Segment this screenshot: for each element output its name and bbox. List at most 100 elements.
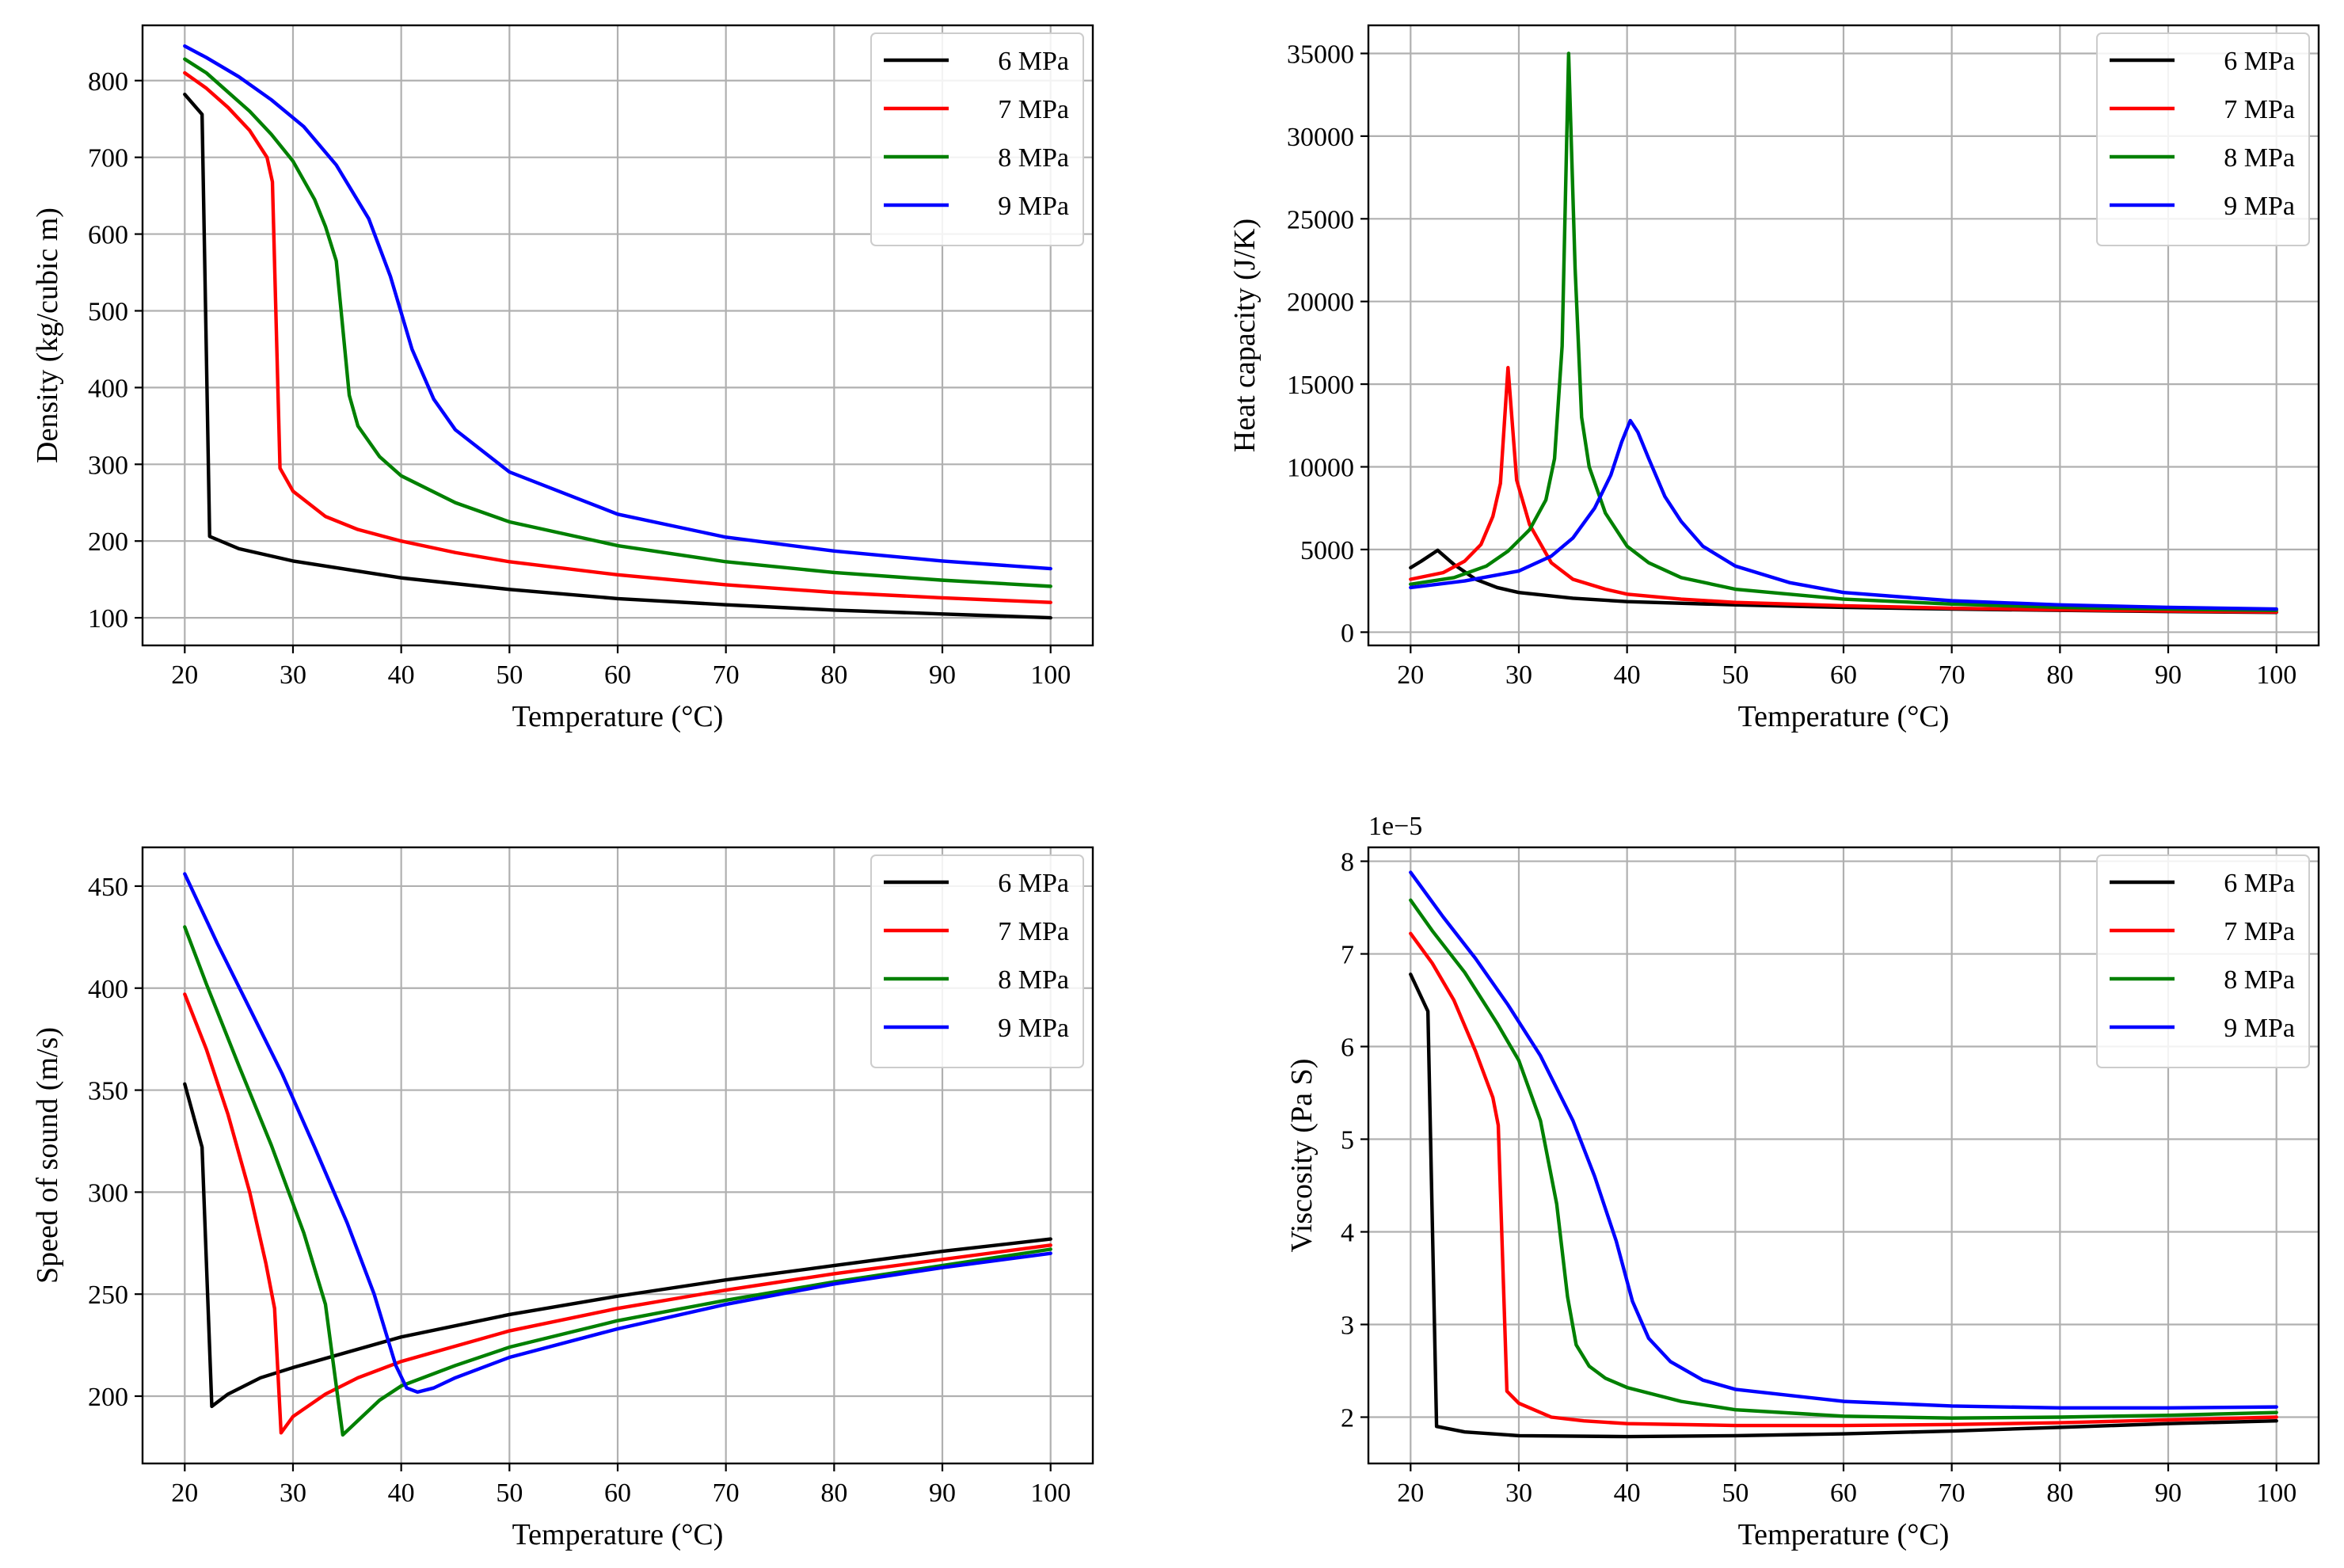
series-line-9-mpa bbox=[1409, 418, 2278, 611]
legend-label: 6 MPa bbox=[998, 869, 1069, 898]
y-tick-label: 600 bbox=[88, 221, 128, 250]
y-tick-label: 35000 bbox=[1287, 40, 1354, 69]
series-line-8-mpa bbox=[1409, 51, 2278, 612]
y-tick-label: 350 bbox=[88, 1077, 128, 1106]
legend: 6 MPa 7 MPa 8 MPa 9 MPa bbox=[2096, 854, 2310, 1068]
y-tick-label: 4 bbox=[1341, 1219, 1354, 1248]
y-tick-label: 5000 bbox=[1300, 536, 1354, 565]
y-axis-label: Density (kg/cubic m) bbox=[31, 207, 64, 463]
x-tick-label: 70 bbox=[1939, 660, 1965, 690]
x-tick-label: 50 bbox=[1722, 1479, 1748, 1508]
y-tick-label: 6 bbox=[1341, 1033, 1354, 1063]
x-tick-label: 50 bbox=[496, 1479, 523, 1508]
y-axis: 2 3 4 5 6 7 8 bbox=[1341, 848, 1368, 1433]
legend-box bbox=[2096, 854, 2310, 1068]
x-tick-label: 60 bbox=[1830, 1479, 1857, 1508]
series-group bbox=[1409, 51, 2278, 615]
x-tick-label: 70 bbox=[713, 1479, 740, 1508]
grid-lines bbox=[143, 25, 1093, 645]
y-tick-label: 250 bbox=[88, 1281, 128, 1310]
y-axis-label: Heat capacity (J/K) bbox=[1228, 219, 1261, 452]
series-line-6-mpa bbox=[1409, 972, 2278, 1439]
y-tick-label: 10000 bbox=[1287, 453, 1354, 482]
x-tick-label: 30 bbox=[280, 1479, 306, 1508]
y-tick-label: 25000 bbox=[1287, 205, 1354, 234]
y-tick-label: 700 bbox=[88, 144, 128, 173]
x-tick-label: 100 bbox=[1030, 660, 1071, 690]
x-tick-label: 50 bbox=[496, 660, 523, 690]
legend-label: 6 MPa bbox=[998, 47, 1069, 76]
chart-panel-speed-of-sound: 20 30 40 50 60 70 80 90 100 Temperature (°C) 200 25… bbox=[31, 846, 1094, 1551]
x-axis-label: Temperature (°C) bbox=[1738, 1518, 1950, 1551]
series-line-7-mpa bbox=[1409, 366, 2278, 615]
y-tick-label: 2 bbox=[1341, 1404, 1354, 1433]
series-line-7-mpa bbox=[183, 992, 1052, 1435]
x-axis: 20 30 40 50 60 70 80 90 100 bbox=[171, 645, 1071, 690]
y-tick-label: 500 bbox=[88, 297, 128, 326]
y-axis-label: Viscosity (Pa S) bbox=[1285, 1059, 1318, 1253]
x-tick-label: 90 bbox=[2155, 1479, 2182, 1508]
x-tick-label: 80 bbox=[2046, 660, 2073, 690]
x-tick-label: 70 bbox=[1939, 1479, 1965, 1508]
legend-label: 7 MPa bbox=[2224, 95, 2295, 124]
y-tick-label: 20000 bbox=[1287, 288, 1354, 318]
legend-label: 7 MPa bbox=[998, 95, 1069, 124]
x-tick-label: 20 bbox=[171, 660, 198, 690]
x-axis-label: Temperature (°C) bbox=[1738, 700, 1950, 733]
x-axis: 20 30 40 50 60 70 80 90 100 bbox=[1397, 1463, 2296, 1508]
x-tick-label: 30 bbox=[1505, 1479, 1532, 1508]
x-tick-label: 20 bbox=[1397, 660, 1424, 690]
y-axis: 100 200 300 400 500 600 700 800 bbox=[88, 67, 143, 634]
y-tick-label: 0 bbox=[1341, 618, 1354, 648]
chart-panel-viscosity: 20 30 40 50 60 70 80 90 100 Temperature (°C) 2 3 4 5 6… bbox=[1285, 812, 2320, 1551]
series-line-8-mpa bbox=[183, 57, 1052, 588]
x-tick-label: 70 bbox=[713, 660, 740, 690]
legend-label: 8 MPa bbox=[998, 143, 1069, 173]
legend-label: 8 MPa bbox=[998, 965, 1069, 995]
x-tick-label: 40 bbox=[1614, 660, 1641, 690]
x-tick-label: 40 bbox=[388, 1479, 415, 1508]
y-axis: 0 5000 10000 15000 20000 25000 30000 35000 bbox=[1287, 40, 1368, 648]
x-tick-label: 40 bbox=[388, 660, 415, 690]
x-axis-label: Temperature (°C) bbox=[512, 1518, 724, 1551]
x-tick-label: 60 bbox=[604, 660, 631, 690]
legend-label: 8 MPa bbox=[2224, 965, 2295, 995]
x-tick-label: 20 bbox=[171, 1479, 198, 1508]
legend: 6 MPa 7 MPa 8 MPa 9 MPa bbox=[2096, 32, 2310, 246]
legend-box bbox=[870, 854, 1084, 1068]
x-tick-label: 90 bbox=[929, 1479, 956, 1508]
legend-label: 9 MPa bbox=[2224, 1014, 2295, 1043]
legend-label: 6 MPa bbox=[2224, 869, 2295, 898]
x-axis: 20 30 40 50 60 70 80 90 100 bbox=[171, 1463, 1071, 1508]
y-tick-label: 800 bbox=[88, 67, 128, 97]
y-tick-label: 7 bbox=[1341, 941, 1354, 970]
x-tick-label: 100 bbox=[2256, 1479, 2296, 1508]
y-tick-label: 450 bbox=[88, 873, 128, 902]
legend-label: 8 MPa bbox=[2224, 143, 2295, 173]
y-offset-label: 1e−5 bbox=[1368, 812, 1422, 841]
y-tick-label: 200 bbox=[88, 527, 128, 557]
x-axis: 20 30 40 50 60 70 80 90 100 bbox=[1397, 645, 2296, 690]
y-axis: 200 250 300 350 400 450 bbox=[88, 873, 143, 1412]
y-tick-label: 300 bbox=[88, 451, 128, 480]
y-tick-label: 400 bbox=[88, 374, 128, 403]
y-tick-label: 3 bbox=[1341, 1311, 1354, 1341]
y-tick-label: 30000 bbox=[1287, 123, 1354, 152]
x-tick-label: 100 bbox=[2256, 660, 2296, 690]
series-line-7-mpa bbox=[183, 70, 1052, 604]
legend: 6 MPa 7 MPa 8 MPa 9 MPa bbox=[870, 854, 1084, 1068]
legend: 6 MPa 7 MPa 8 MPa 9 MPa bbox=[870, 32, 1084, 246]
x-tick-label: 80 bbox=[2046, 1479, 2073, 1508]
x-tick-label: 80 bbox=[820, 660, 847, 690]
legend-label: 9 MPa bbox=[998, 192, 1069, 221]
x-tick-label: 30 bbox=[1505, 660, 1532, 690]
series-line-6-mpa bbox=[183, 1082, 1052, 1409]
chart-panel-heat-capacity: 20 30 40 50 60 70 80 90 100 Temperature (°C) 0 5000… bbox=[1228, 24, 2320, 733]
x-tick-label: 100 bbox=[1030, 1479, 1071, 1508]
x-tick-label: 40 bbox=[1614, 1479, 1641, 1508]
series-line-8-mpa bbox=[183, 925, 1052, 1437]
x-tick-label: 50 bbox=[1722, 660, 1748, 690]
series-group bbox=[183, 872, 1052, 1437]
